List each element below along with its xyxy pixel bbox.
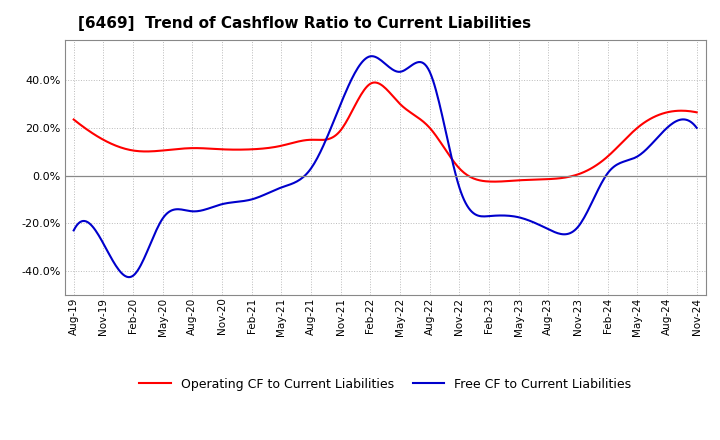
Free CF to Current Liabilities xyxy=(368,54,377,59)
Operating CF to Current Liabilities xyxy=(316,137,325,143)
Free CF to Current Liabilities xyxy=(693,125,701,131)
Free CF to Current Liabilities xyxy=(69,228,78,233)
Legend: Operating CF to Current Liabilities, Free CF to Current Liabilities: Operating CF to Current Liabilities, Fre… xyxy=(135,373,636,396)
Operating CF to Current Liabilities xyxy=(69,117,78,122)
Free CF to Current Liabilities xyxy=(522,217,531,222)
Operating CF to Current Liabilities xyxy=(526,177,534,183)
Operating CF to Current Liabilities xyxy=(522,177,531,183)
Operating CF to Current Liabilities xyxy=(490,179,498,184)
Free CF to Current Liabilities xyxy=(464,205,473,211)
Operating CF to Current Liabilities xyxy=(463,172,472,178)
Operating CF to Current Liabilities xyxy=(693,110,701,115)
Operating CF to Current Liabilities xyxy=(272,144,281,149)
Line: Free CF to Current Liabilities: Free CF to Current Liabilities xyxy=(73,56,697,277)
Free CF to Current Liabilities xyxy=(318,146,326,151)
Free CF to Current Liabilities xyxy=(146,242,155,247)
Free CF to Current Liabilities xyxy=(124,275,132,280)
Free CF to Current Liabilities xyxy=(274,186,282,191)
Operating CF to Current Liabilities xyxy=(144,149,153,154)
Free CF to Current Liabilities xyxy=(526,218,534,224)
Operating CF to Current Liabilities xyxy=(371,80,379,85)
Line: Operating CF to Current Liabilities: Operating CF to Current Liabilities xyxy=(73,82,697,182)
Text: [6469]  Trend of Cashflow Ratio to Current Liabilities: [6469] Trend of Cashflow Ratio to Curren… xyxy=(78,16,531,32)
